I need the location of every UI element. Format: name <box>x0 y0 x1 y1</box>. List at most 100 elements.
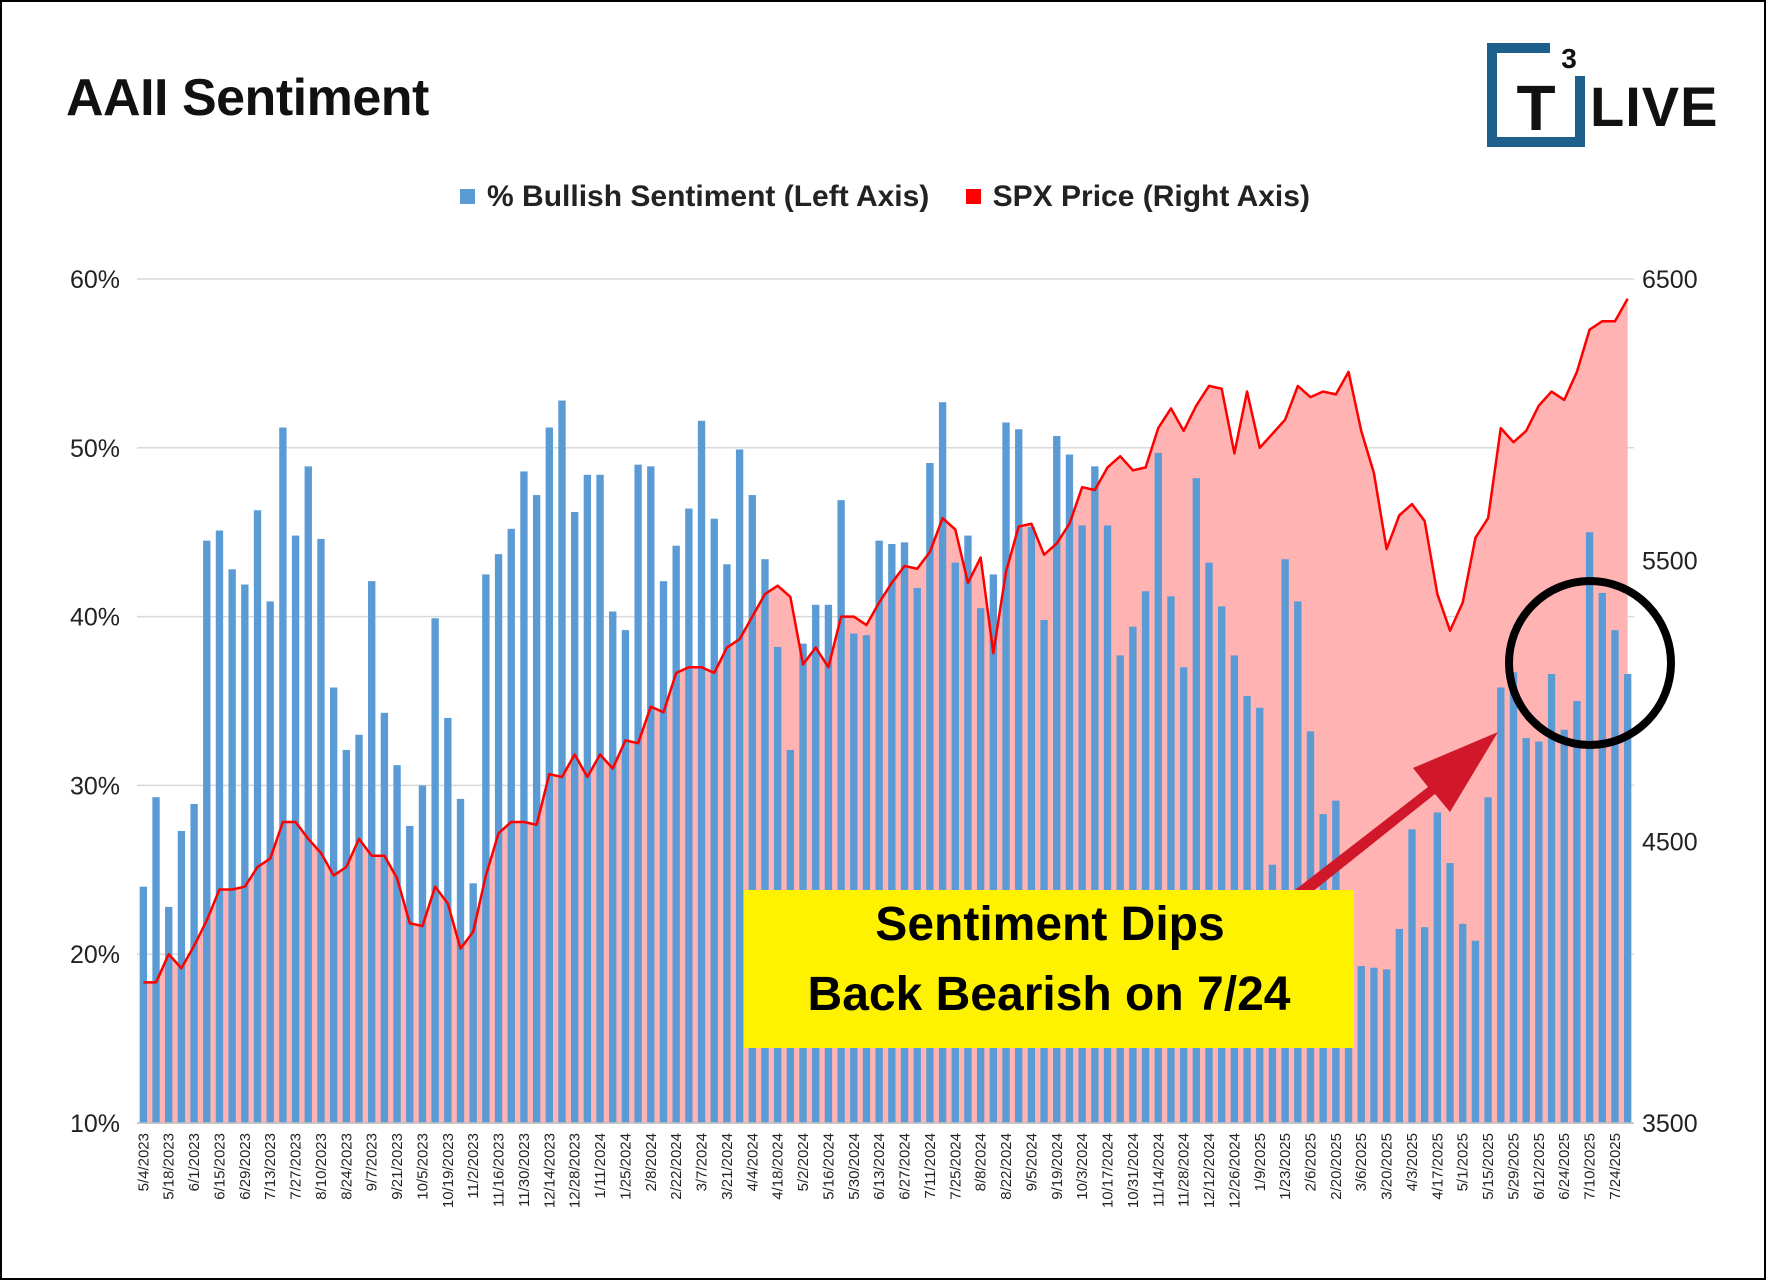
x-tick-label: 10/31/2024 <box>1125 1133 1142 1208</box>
x-tick-label: 4/18/2024 <box>770 1133 787 1200</box>
legend-label-bullish: % Bullish Sentiment (Left Axis) <box>487 180 930 213</box>
x-tick-label: 8/24/2023 <box>338 1133 355 1200</box>
bullish-bar <box>1129 626 1137 1123</box>
bullish-bar <box>583 474 592 1124</box>
x-tick-label: 11/2/2023 <box>465 1133 482 1199</box>
x-tick-label: 9/5/2024 <box>1023 1133 1040 1191</box>
bullish-bar <box>761 559 769 1123</box>
bullish-bar <box>913 587 921 1123</box>
bullish-bar <box>1408 829 1416 1123</box>
bullish-bar <box>1103 525 1112 1123</box>
bullish-bar <box>1611 630 1619 1123</box>
bullish-bar <box>1484 797 1492 1123</box>
bullish-bar <box>431 618 439 1123</box>
bullish-bar <box>621 630 630 1123</box>
legend-swatch-spx <box>965 189 981 204</box>
bullish-bar <box>1560 729 1568 1123</box>
bullish-bar <box>317 538 325 1123</box>
bullish-bar <box>1205 562 1213 1123</box>
chart-legend: % Bullish Sentiment (Left Axis) SPX Pric… <box>2 180 1766 214</box>
y-left-tick-label: 10% <box>70 1110 120 1138</box>
bullish-bar <box>469 883 477 1123</box>
bullish-bar <box>1294 601 1302 1123</box>
bullish-bar <box>1522 738 1530 1123</box>
bullish-bar <box>735 449 744 1123</box>
bullish-bar <box>215 530 224 1123</box>
bullish-bar <box>1078 525 1086 1123</box>
logo-letter: T <box>1516 72 1555 144</box>
bullish-bar <box>850 633 858 1123</box>
callout-arrow <box>1264 732 1498 924</box>
bullish-bar <box>710 518 718 1123</box>
y-left-tick-label: 20% <box>70 941 120 969</box>
y-right-tick-label: 3500 <box>1642 1110 1698 1138</box>
spx-line <box>143 298 1629 984</box>
logo-superscript: 3 <box>1561 43 1577 74</box>
bullish-bar <box>571 511 579 1124</box>
x-tick-label: 1/25/2024 <box>617 1133 634 1200</box>
bullish-bar <box>812 604 820 1123</box>
bullish-bar <box>139 886 148 1123</box>
x-tick-label: 11/28/2024 <box>1176 1133 1193 1207</box>
x-tick-label: 2/20/2025 <box>1328 1133 1345 1200</box>
bullish-bar <box>938 402 947 1123</box>
bullish-bar <box>824 604 833 1123</box>
x-tick-label: 7/24/2025 <box>1607 1133 1624 1200</box>
x-tick-label: 6/12/2025 <box>1531 1133 1548 1200</box>
legend-swatch-bullish <box>460 189 476 204</box>
x-tick-label: 5/4/2023 <box>135 1133 152 1191</box>
bullish-bar <box>532 495 541 1124</box>
bullish-bar <box>634 464 642 1123</box>
x-tick-label: 6/15/2023 <box>211 1133 228 1200</box>
bullish-bar <box>1065 454 1074 1123</box>
bullish-bar <box>888 544 896 1123</box>
x-tick-label: 1/23/2025 <box>1277 1133 1294 1200</box>
bullish-bar <box>1420 927 1429 1123</box>
x-tick-label: 6/13/2024 <box>871 1133 888 1200</box>
bullish-bar <box>1573 701 1581 1123</box>
x-tick-label: 7/13/2023 <box>262 1133 279 1200</box>
bullish-bar <box>875 540 883 1123</box>
bullish-bar <box>228 569 236 1123</box>
bullish-bar <box>862 635 871 1123</box>
y-left-tick-label: 60% <box>70 266 120 294</box>
bullish-bar <box>190 803 198 1123</box>
x-tick-label: 3/7/2024 <box>694 1133 711 1191</box>
bullish-bar <box>1091 466 1099 1123</box>
bullish-bar <box>253 510 262 1124</box>
x-tick-label: 2/22/2024 <box>668 1133 685 1200</box>
bullish-bar <box>177 830 186 1123</box>
bullish-bar <box>989 574 998 1123</box>
x-tick-label: 4/3/2025 <box>1404 1133 1421 1191</box>
legend-item-bullish: % Bullish Sentiment (Left Axis) <box>460 180 929 214</box>
x-tick-label: 8/10/2023 <box>313 1133 330 1200</box>
y-right-tick-label: 4500 <box>1642 829 1698 857</box>
bullish-bar <box>279 427 287 1123</box>
bullish-bar <box>1535 741 1543 1123</box>
x-tick-label: 12/28/2023 <box>567 1133 584 1208</box>
bullish-bar <box>1230 655 1239 1123</box>
bullish-bar <box>900 542 909 1123</box>
bullish-bar <box>647 466 655 1123</box>
highlight-circle <box>1505 577 1675 749</box>
legend-label-spx: SPX Price (Right Axis) <box>992 180 1310 213</box>
callout-line-1: Sentiment Dips <box>821 890 1279 960</box>
bullish-bar <box>697 420 706 1123</box>
bullish-bar <box>1040 619 1048 1123</box>
x-tick-label: 5/15/2025 <box>1480 1133 1497 1200</box>
bullish-bar <box>304 466 312 1123</box>
bullish-bar <box>951 562 959 1123</box>
bullish-bar <box>1053 435 1061 1123</box>
bullish-bar <box>773 646 782 1123</box>
bullish-bar <box>456 798 465 1123</box>
x-tick-label: 12/26/2024 <box>1226 1133 1243 1208</box>
bullish-bar <box>748 495 756 1124</box>
x-tick-label: 4/17/2025 <box>1429 1133 1446 1200</box>
y-left-tick-label: 30% <box>70 772 120 800</box>
x-tick-label: 9/7/2023 <box>364 1133 381 1191</box>
x-tick-label: 5/16/2024 <box>820 1133 837 1200</box>
bullish-bar <box>1497 687 1505 1123</box>
bullish-bar <box>1015 429 1023 1123</box>
